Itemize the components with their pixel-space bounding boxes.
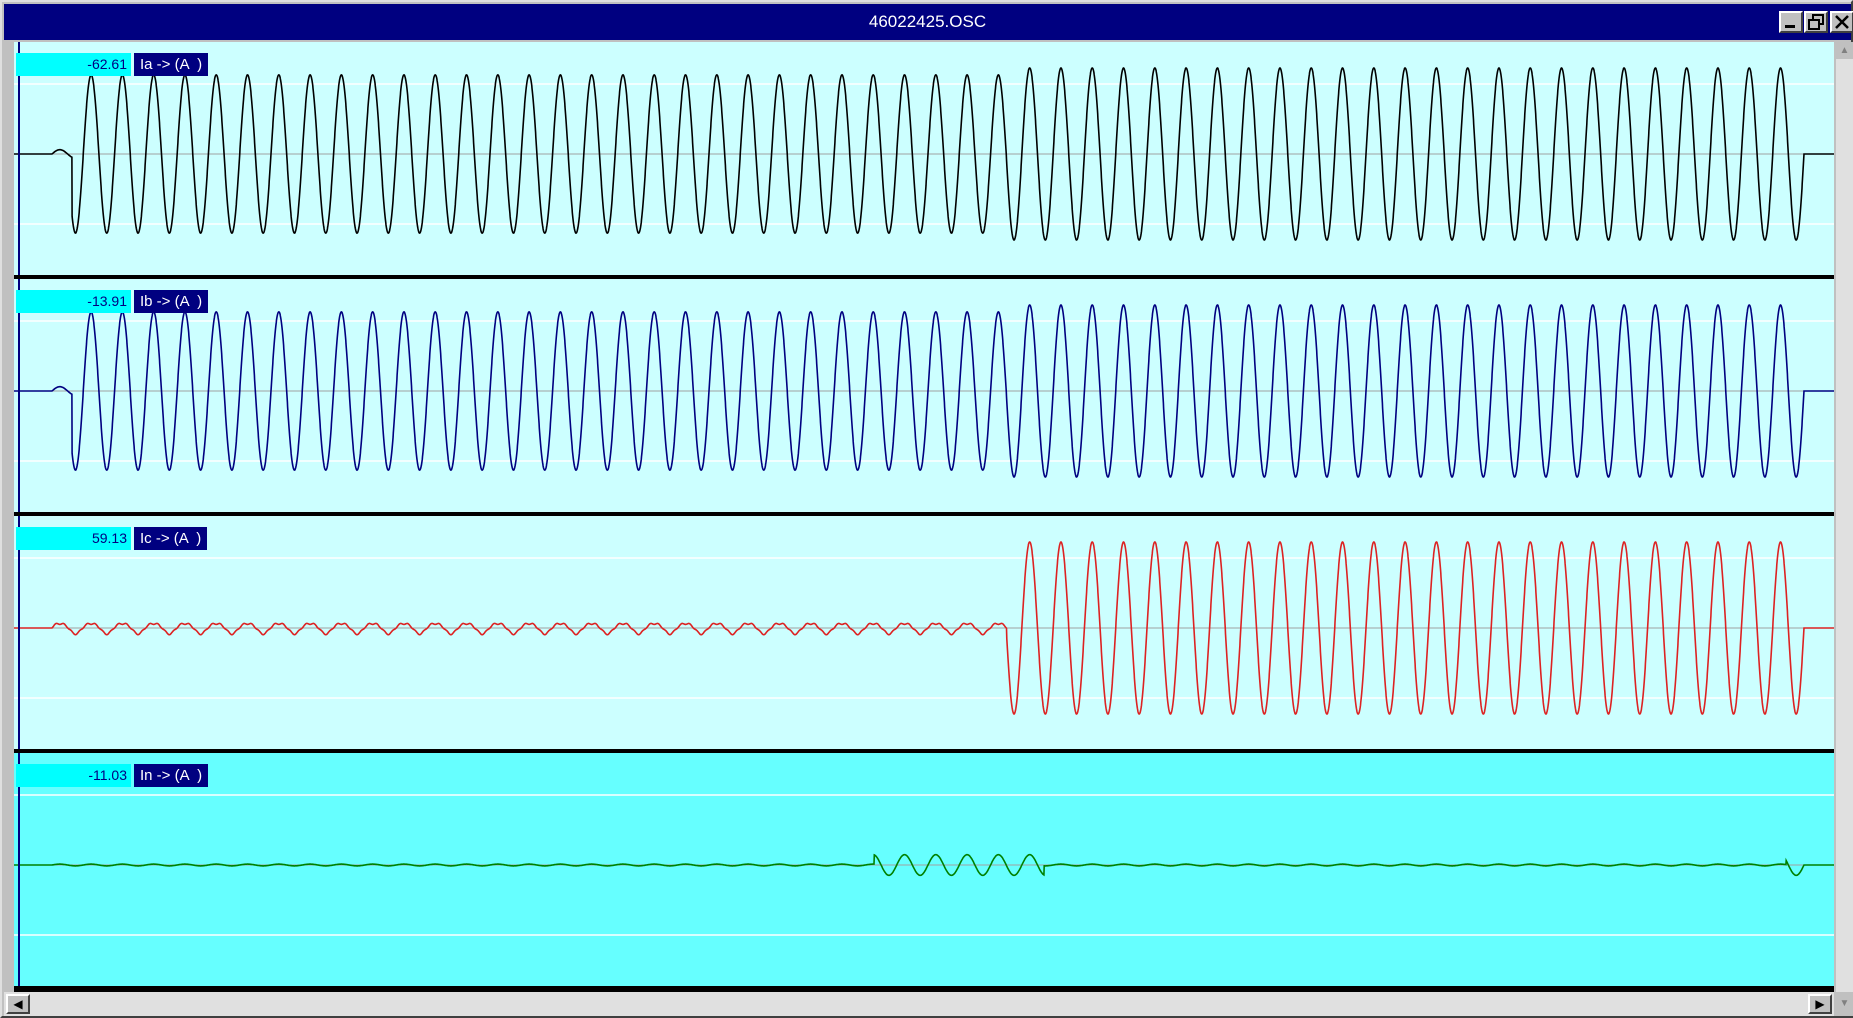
waveform-trace — [14, 541, 1834, 715]
vertical-scrollbar[interactable] — [1836, 42, 1853, 992]
scroll-right-arrow-icon[interactable]: ▶ — [1808, 994, 1832, 1014]
channel-value: -11.03 — [16, 764, 131, 787]
restore-button[interactable] — [1804, 11, 1828, 33]
waveform-trace — [14, 853, 1834, 877]
scroll-left-arrow-icon[interactable]: ◀ — [6, 994, 30, 1014]
minimize-button[interactable] — [1779, 11, 1803, 33]
channel-label[interactable]: Ic -> (A ) — [134, 527, 208, 550]
channel-label[interactable]: In -> (A ) — [134, 764, 209, 787]
minimize-icon — [1785, 25, 1795, 28]
waveform-trace — [14, 304, 1834, 478]
horizontal-scrollbar[interactable]: ◀ ▶ — [4, 992, 1834, 1016]
channel-value: -13.91 — [16, 290, 131, 313]
close-icon — [1835, 15, 1849, 29]
restore-icon — [1808, 14, 1824, 30]
channel-label[interactable]: Ia -> (A ) — [134, 53, 209, 76]
window-title: 46022425.OSC — [868, 12, 987, 31]
channel-area: -62.61 Ia -> (A ) -13.91 Ib -> (A ) 59.1… — [14, 42, 1834, 992]
waveform-ic — [14, 516, 1834, 749]
scroll-down-arrow-icon[interactable]: ▼ — [1836, 992, 1853, 1016]
scroll-up-arrow-icon[interactable]: ▲ — [1836, 42, 1853, 59]
channel-label[interactable]: Ib -> (A ) — [134, 290, 209, 313]
channel-value: 59.13 — [16, 527, 131, 550]
channel-panel-in[interactable]: -11.03 In -> (A ) — [14, 753, 1834, 986]
channel-panel-ib[interactable]: -13.91 Ib -> (A ) — [14, 279, 1834, 512]
channel-panel-ic[interactable]: 59.13 Ic -> (A ) — [14, 516, 1834, 749]
channel-panel-ia[interactable]: -62.61 Ia -> (A ) — [14, 42, 1834, 275]
waveform-trace — [14, 67, 1834, 241]
waveform-ia — [14, 42, 1834, 275]
close-button[interactable] — [1830, 11, 1853, 33]
waveform-ib — [14, 279, 1834, 512]
title-bar[interactable]: 46022425.OSC — [4, 4, 1853, 40]
channel-value: -62.61 — [16, 53, 131, 76]
waveform-in — [14, 753, 1834, 986]
